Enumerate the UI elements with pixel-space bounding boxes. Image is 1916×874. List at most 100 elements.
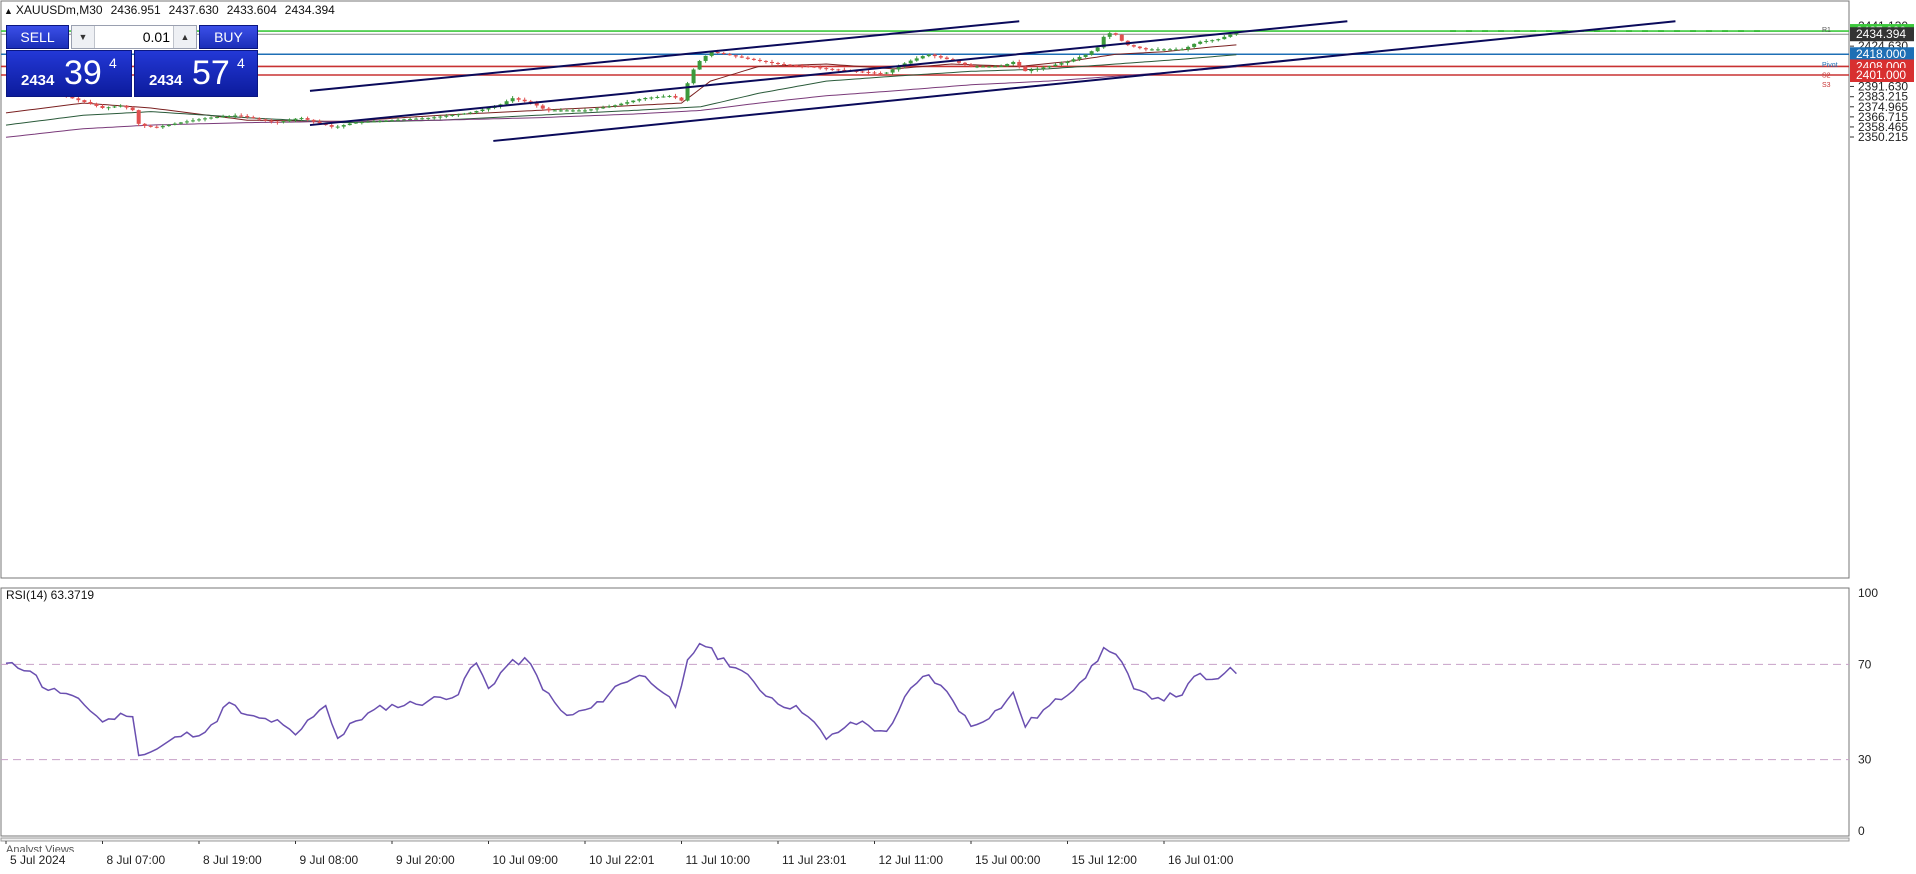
lot-size-stepper[interactable]: ▼ ▲ (71, 25, 197, 49)
candle-body (962, 62, 967, 65)
candle-body (317, 121, 322, 124)
candle-body (625, 102, 630, 104)
one-click-trading-panel: SELL ▼ ▲ BUY 2434 39 4 2434 57 4 (6, 25, 258, 97)
price-axis-label: 2358.465 (1858, 120, 1908, 134)
candle-body (987, 66, 992, 68)
candle-body (1017, 61, 1022, 67)
candle-body (981, 66, 986, 68)
channel-lower-line[interactable] (493, 20, 1676, 142)
candle-body (190, 120, 195, 122)
candle-body (172, 123, 177, 125)
candle-body (667, 95, 672, 97)
sell-price-display[interactable]: 2434 39 4 (6, 50, 132, 97)
candle-body (842, 69, 847, 71)
time-axis-label: 9 Jul 20:00 (396, 853, 455, 867)
candle-body (281, 121, 286, 123)
candle-body (1053, 64, 1058, 67)
candle-body (353, 122, 358, 124)
time-axis-label: 10 Jul 09:00 (493, 853, 559, 867)
candle-body (70, 96, 75, 99)
candle-body (203, 118, 208, 120)
candle-body (402, 119, 407, 121)
candle-body (751, 58, 756, 60)
buy-price-display[interactable]: 2434 57 4 (134, 50, 258, 97)
candle-body (564, 110, 569, 112)
candle-body (619, 103, 624, 106)
channel-upper-line[interactable] (309, 20, 1020, 92)
time-axis-label: 11 Jul 23:01 (782, 853, 847, 867)
candle-body (130, 107, 135, 111)
time-axis-label: 5 Jul 2024 (10, 853, 66, 867)
candle-body (480, 109, 485, 112)
candle-body (166, 124, 171, 127)
candle-body (1095, 47, 1100, 52)
candle-body (908, 60, 913, 64)
candle-body (552, 110, 557, 112)
analyst-views-panel (0, 837, 1850, 842)
candle-body (341, 125, 346, 127)
sell-button[interactable]: SELL (6, 25, 69, 49)
time-axis-label: 8 Jul 19:00 (203, 853, 262, 867)
collapse-triangle-icon[interactable]: ▲ (4, 6, 13, 16)
level-tag-pivot: Pivot (1822, 62, 1838, 69)
candle-body (221, 116, 226, 118)
candle-body (106, 107, 111, 109)
candle-body (474, 111, 479, 113)
candle-body (142, 123, 147, 126)
candle-body (197, 119, 201, 121)
price-axis[interactable]: 2441.1302432.8802424.6302416.3802399.880… (1850, 19, 1914, 144)
time-axis-label: 16 Jul 01:00 (1168, 853, 1234, 867)
rsi-panel-frame (0, 587, 1850, 837)
candle-body (1149, 49, 1154, 51)
candle-body (860, 71, 865, 73)
candle-body (589, 109, 594, 111)
candle-body (215, 117, 220, 119)
candle-body (631, 100, 636, 103)
candle-body (227, 116, 232, 118)
time-axis-label: 11 Jul 10:00 (686, 853, 751, 867)
rsi-plot-area[interactable] (0, 642, 1850, 761)
candle-body (450, 114, 455, 116)
candle-body (1234, 32, 1239, 35)
time-axis[interactable]: 5 Jul 2024 8 Jul 07:00 8 Jul 19:00 9 Jul 08… (5, 841, 1234, 867)
candle-body (1035, 68, 1040, 70)
close-price: 2434.394 (284, 3, 335, 17)
candle-body (1023, 66, 1028, 72)
candle-body (456, 114, 461, 116)
sell-price-pips: 39 (64, 54, 102, 92)
lot-decrease-arrow-icon[interactable]: ▼ (72, 26, 95, 48)
candle-body (866, 71, 871, 73)
candle-body (757, 59, 762, 61)
candle-body (1198, 41, 1203, 44)
candle-body (504, 101, 509, 105)
lot-size-input[interactable] (96, 28, 170, 46)
level-tag-s2: S2 (1822, 72, 1831, 79)
lot-increase-arrow-icon[interactable]: ▲ (173, 26, 196, 48)
candle-body (643, 97, 648, 100)
candle-body (414, 118, 419, 120)
candle-body (486, 107, 491, 110)
buy-price-fraction: 4 (237, 55, 245, 71)
candle-body (1155, 49, 1160, 51)
candle-body (1162, 49, 1166, 51)
candle-body (311, 119, 316, 122)
candle-body (426, 117, 431, 119)
candle-body (727, 54, 732, 56)
candle-body (782, 64, 787, 66)
candle-body (347, 123, 352, 126)
current-price-marker-label: 2434.394 (1856, 27, 1906, 41)
time-axis-label: 12 Jul 11:00 (879, 853, 944, 867)
candle-body (365, 121, 370, 123)
price-plot-area[interactable]: R2R1PivotS2S3 (0, 0, 1850, 142)
pivot-price-marker (1850, 47, 1914, 62)
buy-button[interactable]: BUY (199, 25, 258, 49)
candle-body (938, 56, 943, 58)
candle-body (1011, 61, 1016, 65)
candle-body (932, 54, 937, 57)
candle-body (884, 72, 889, 74)
channel-middle-line[interactable] (309, 20, 1348, 127)
candle-body (769, 61, 774, 63)
open-price: 2436.951 (110, 3, 161, 17)
candle-body (209, 117, 214, 119)
